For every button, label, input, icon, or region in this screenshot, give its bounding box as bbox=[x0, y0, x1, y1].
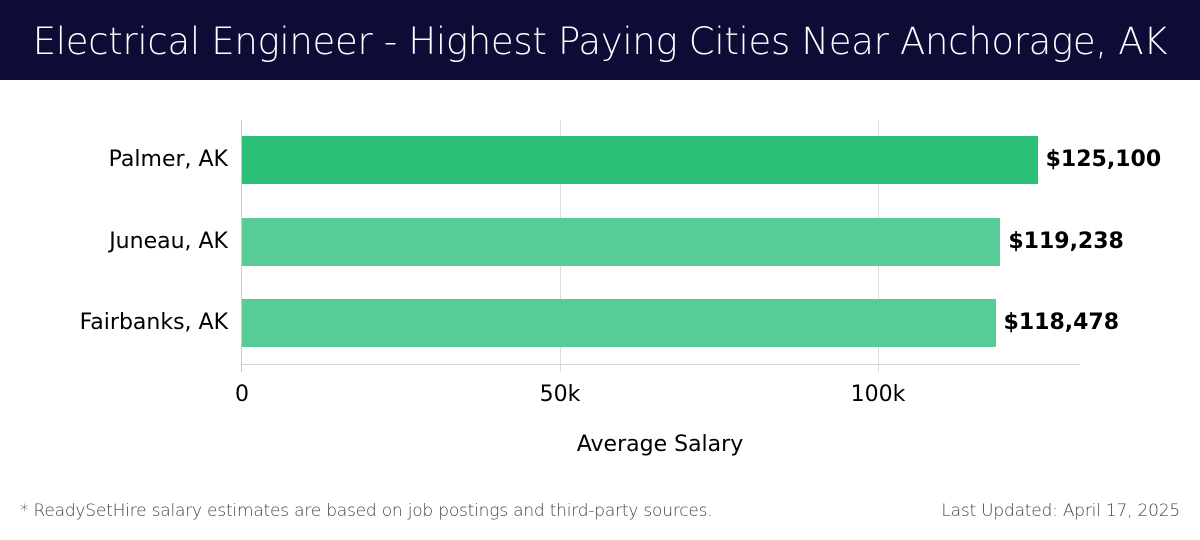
y-axis-line bbox=[241, 120, 242, 372]
category-label: Fairbanks, AK bbox=[79, 310, 228, 335]
bar[interactable] bbox=[242, 136, 1038, 184]
footnote: * ReadySetHire salary estimates are base… bbox=[20, 501, 713, 521]
category-label: Juneau, AK bbox=[109, 229, 228, 254]
x-tick-label: 50k bbox=[539, 382, 581, 407]
bar[interactable] bbox=[242, 218, 1001, 266]
value-label: $118,478 bbox=[1003, 310, 1120, 335]
value-label: $119,238 bbox=[1008, 229, 1124, 254]
last-updated: Last Updated: April 17, 2025 bbox=[941, 501, 1180, 521]
x-axis-line bbox=[242, 364, 1080, 365]
category-label: Palmer, AK bbox=[108, 147, 228, 172]
value-label: $125,100 bbox=[1045, 147, 1162, 172]
title-banner: Electrical Engineer - Highest Paying Cit… bbox=[0, 0, 1200, 80]
x-tick-label: 100k bbox=[850, 382, 906, 407]
bar[interactable] bbox=[242, 299, 996, 347]
chart-title: Electrical Engineer - Highest Paying Cit… bbox=[32, 20, 1168, 63]
x-axis-title: Average Salary bbox=[576, 432, 744, 457]
x-tick-label: 0 bbox=[235, 382, 249, 407]
